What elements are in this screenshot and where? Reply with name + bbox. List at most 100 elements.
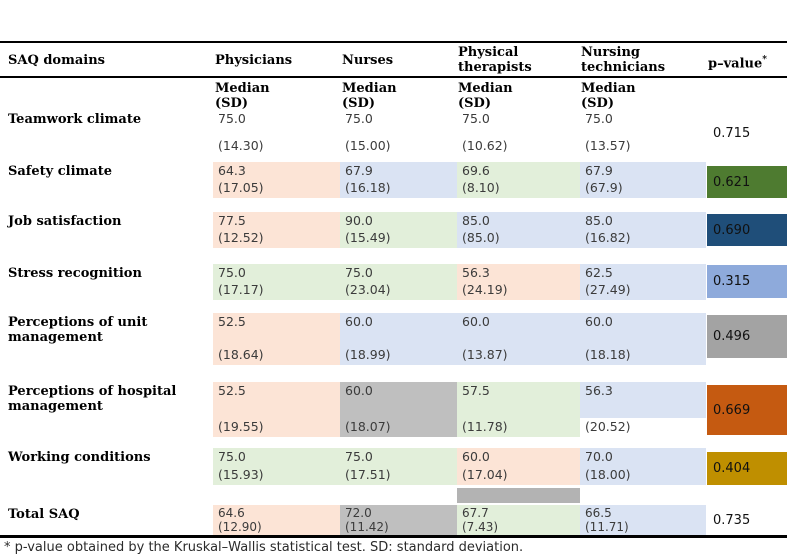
p-value: 0.735	[713, 512, 751, 528]
cell-physicians: 52.5 (18.64)	[213, 313, 340, 365]
cell-physical-therapists: 75.0 (10.62)	[457, 110, 580, 156]
sd-value: (18.00)	[585, 467, 631, 482]
cell-physicians: 75.0 (15.93)	[213, 448, 340, 485]
sd-value: (13.87)	[462, 347, 508, 362]
median-value: 75.0	[345, 449, 373, 464]
cell-highlight	[457, 162, 580, 198]
median-value: 85.0	[585, 213, 613, 228]
median-value: 85.0	[462, 213, 490, 228]
column-header-physicians: Physicians	[215, 53, 293, 68]
sd-value: (17.05)	[218, 180, 264, 195]
row-label: Total SAQ	[8, 507, 80, 522]
row-label: Stress recognition	[8, 266, 142, 281]
cell-highlight	[213, 313, 340, 365]
row-label: Job satisfaction	[8, 214, 122, 229]
p-value: 0.690	[713, 222, 751, 238]
p-value-header-text: p–value	[708, 56, 763, 72]
sd-label: (SD)	[342, 96, 375, 111]
sd-value: (12.90)	[218, 520, 262, 534]
sd-value: (11.42)	[345, 520, 389, 534]
cell-highlight	[213, 382, 340, 437]
cell-physicians: 52.5 (19.55)	[213, 382, 340, 437]
p-value-highlight	[707, 452, 787, 485]
median-value: 57.5	[462, 383, 490, 398]
sd-value: (13.57)	[585, 138, 631, 153]
sd-value: (85.0)	[462, 230, 500, 245]
sd-value: (18.99)	[345, 347, 391, 362]
cell-nurses: 75.0 (17.51)	[340, 448, 457, 485]
table-header-row: SAQ domains Physicians Nurses Physical t…	[0, 43, 787, 76]
row-label: Safety climate	[8, 164, 113, 179]
cell-nurses: 75.0 (23.04)	[340, 264, 457, 300]
table-top-border	[0, 41, 787, 43]
median-value: 64.3	[218, 163, 246, 178]
cell-p-value: 0.315	[707, 265, 787, 298]
cell-nursing-technicians: 70.0 (18.00)	[580, 448, 706, 485]
column-header-nursing-technicians: Nursing technicians	[581, 45, 666, 75]
cell-nurses: 60.0 (18.07)	[340, 382, 457, 437]
sd-value: (15.93)	[218, 467, 264, 482]
median-value: 72.0	[345, 506, 372, 520]
cell-highlight	[457, 448, 580, 485]
cell-highlight	[213, 264, 340, 300]
median-value: 90.0	[345, 213, 373, 228]
cell-highlight	[340, 313, 457, 365]
cell-highlight	[213, 162, 340, 198]
sd-value: (19.55)	[218, 419, 264, 434]
median-value: 75.0	[218, 265, 246, 280]
cell-nurses: 75.0 (15.00)	[340, 110, 457, 156]
median-label: Median	[342, 81, 397, 96]
cell-highlight	[457, 212, 580, 248]
sd-value: (17.51)	[345, 467, 391, 482]
sd-value: (15.00)	[345, 138, 391, 153]
median-value: 60.0	[345, 314, 373, 329]
p-value: 0.715	[713, 125, 751, 141]
table-row-stress-recognition: Stress recognition 75.0 (17.17) 75.0 (23.0…	[0, 264, 787, 300]
header-divider-line	[0, 76, 787, 78]
cell-nursing-technicians: 60.0 (18.18)	[580, 313, 706, 365]
sd-value: (8.10)	[462, 180, 500, 195]
median-value: 60.0	[585, 314, 613, 329]
p-value-asterisk: *	[762, 55, 767, 65]
median-value: 67.9	[585, 163, 613, 178]
sd-label: (SD)	[581, 96, 614, 111]
cell-physicians: 75.0 (14.30)	[213, 110, 340, 156]
cell-p-value: 0.715	[707, 110, 787, 156]
cell-physical-therapists: 85.0 (85.0)	[457, 212, 580, 248]
sd-value: (15.49)	[345, 230, 391, 245]
table-row-hospital-management: Perceptions of hospital management 52.5 (…	[0, 382, 787, 437]
cell-nursing-technicians: 75.0 (13.57)	[580, 110, 706, 156]
cell-highlight	[457, 264, 580, 300]
row-label: Perceptions of hospital management	[8, 384, 177, 414]
table-row-working-conditions: Working conditions 75.0 (15.93) 75.0 (17.5…	[0, 448, 787, 485]
cell-highlight	[340, 212, 457, 248]
cell-highlight	[457, 313, 580, 365]
p-value-highlight	[707, 214, 787, 246]
cell-nursing-technicians: 67.9 (67.9)	[580, 162, 706, 198]
cell-p-value: 0.404	[707, 452, 787, 485]
subheader-nurses: Median (SD)	[342, 81, 397, 111]
cell-nursing-technicians: 56.3 (20.52)	[580, 382, 706, 437]
p-value: 0.404	[713, 461, 751, 476]
sd-value: (17.04)	[462, 467, 508, 482]
subheader-physical-therapists: Median (SD)	[458, 81, 513, 111]
cell-highlight	[340, 505, 457, 535]
sd-label: (SD)	[215, 96, 248, 111]
table-footnote: * p-value obtained by the Kruskal–Wallis…	[4, 540, 524, 555]
sd-value: (10.62)	[462, 138, 508, 153]
cell-nursing-technicians: 62.5 (27.49)	[580, 264, 706, 300]
median-value: 66.5	[585, 506, 612, 520]
column-header-p-value: p–value*	[708, 53, 767, 71]
row-label: Working conditions	[8, 450, 151, 465]
row-label: Perceptions of unit management	[8, 315, 148, 345]
sd-value: (27.49)	[585, 282, 631, 297]
table-row-job-satisfaction: Job satisfaction 77.5 (12.52) 90.0 (15.49)…	[0, 212, 787, 248]
median-value: 56.3	[585, 383, 613, 398]
cell-highlight	[213, 212, 340, 248]
sd-value: (20.52)	[585, 419, 631, 434]
cell-nursing-technicians: 85.0 (16.82)	[580, 212, 706, 248]
p-value: 0.621	[713, 174, 751, 190]
cell-physical-therapists: 67.7 (7.43)	[457, 505, 580, 535]
median-value: 60.0	[462, 314, 490, 329]
cell-p-value: 0.735	[707, 505, 787, 535]
